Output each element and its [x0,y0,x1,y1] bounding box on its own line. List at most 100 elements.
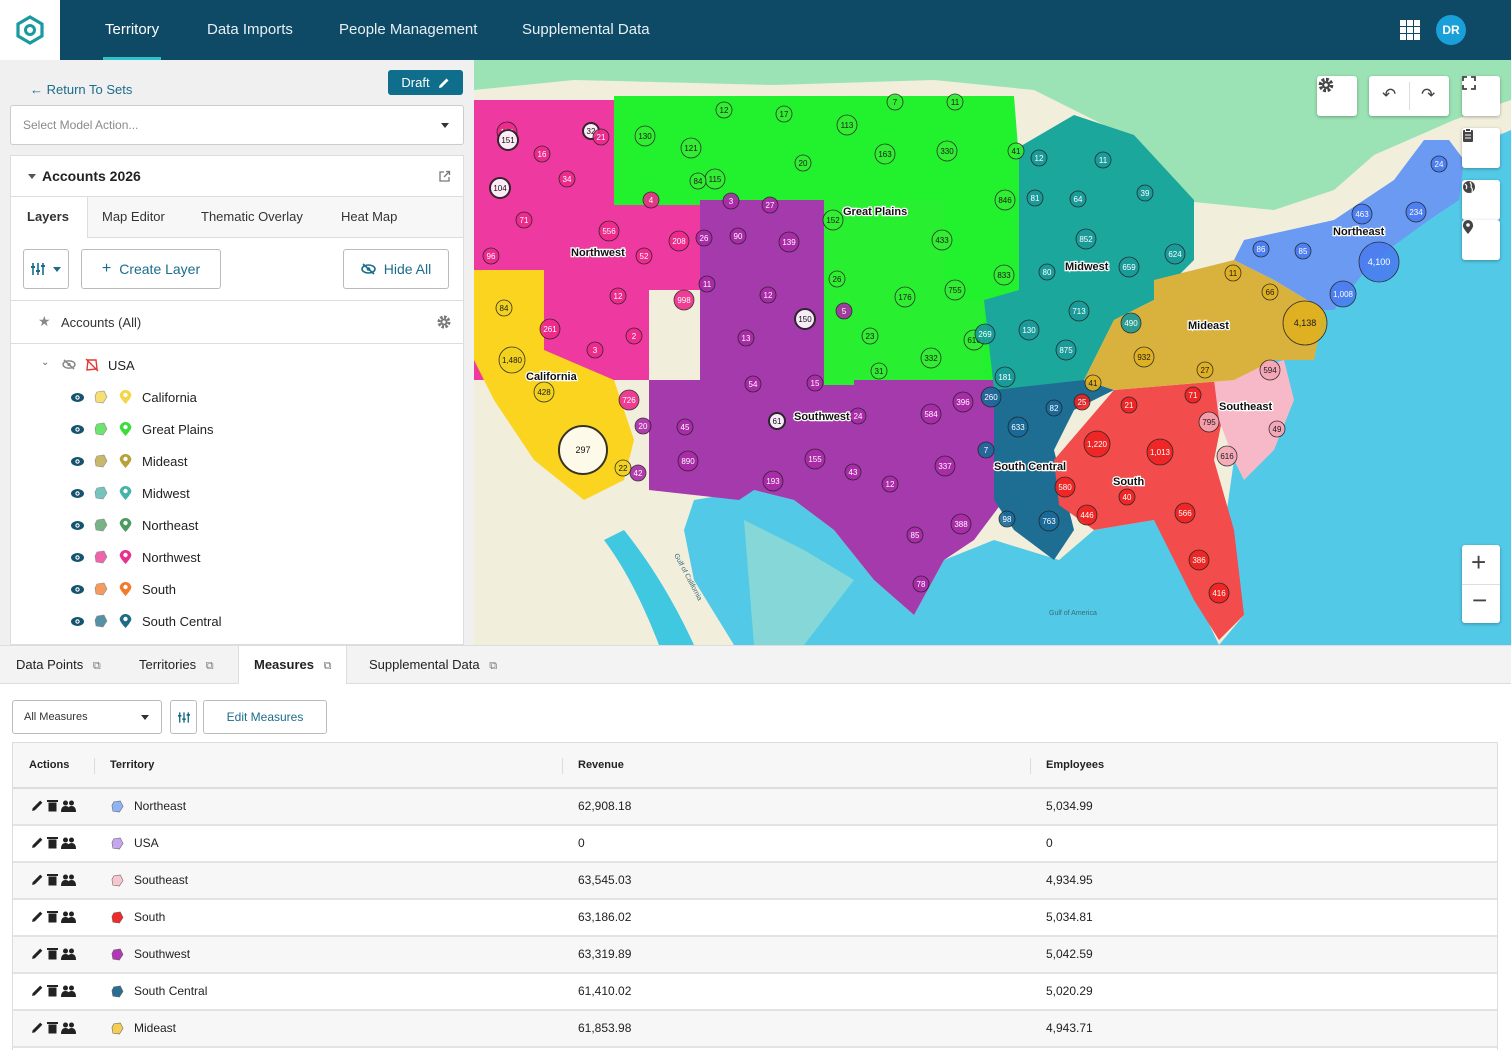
layer-row[interactable]: South [11,573,463,605]
marker-pin-icon[interactable] [119,485,132,501]
table-row[interactable]: Southeast 63,545.03 4,934.95 [13,863,1497,900]
map-marker[interactable]: 3 [722,192,740,210]
trash-icon[interactable] [47,1021,58,1034]
map-marker[interactable]: 20 [634,417,652,435]
people-icon[interactable] [61,948,76,960]
map-marker[interactable]: 386 [1188,549,1210,571]
measures-select[interactable]: All Measures [12,700,162,734]
map-marker[interactable]: 11 [1094,151,1112,169]
map-marker[interactable]: 594 [1259,359,1281,381]
trash-icon[interactable] [47,910,58,923]
map-marker[interactable]: 633 [1007,416,1029,438]
table-row[interactable]: South 63,186.02 5,034.81 [13,900,1497,937]
map-marker[interactable]: 130 [1018,319,1040,341]
map-marker[interactable]: 193 [762,470,784,492]
map-marker[interactable]: 22 [614,459,632,477]
star-icon[interactable]: ★ [38,313,51,329]
tab-territories[interactable]: Territories ⧉ [139,646,214,683]
layer-settings-dropdown[interactable] [23,249,69,289]
map-marker[interactable]: 43 [844,463,862,481]
eye-slash-icon[interactable] [62,359,76,370]
marker-pin-icon[interactable] [119,389,132,405]
map-marker[interactable]: 1,013 [1146,438,1174,466]
map-marker[interactable]: 34 [558,170,576,188]
map-marker[interactable]: 86 [1252,240,1270,258]
map-marker[interactable]: 998 [673,289,695,311]
map-marker[interactable]: 82 [1045,399,1063,417]
map-marker[interactable]: 833 [993,264,1015,286]
tab-map-editor[interactable]: Map Editor [102,209,165,224]
layer-row[interactable]: Midwest [11,477,463,509]
map-marker[interactable]: 45 [676,418,694,436]
map-marker[interactable]: 11 [1224,264,1242,282]
map-marker[interactable]: 139 [778,231,800,253]
map-marker[interactable]: 104 [489,177,511,199]
territory-shape-icon[interactable] [94,390,108,404]
map-marker[interactable]: 433 [931,229,953,251]
nav-people-management[interactable]: People Management [339,21,478,38]
layer-row[interactable]: Northwest [11,541,463,573]
map-marker[interactable]: 624 [1164,243,1186,265]
redo-icon[interactable]: ↷ [1421,85,1436,104]
people-icon[interactable] [61,800,76,812]
eye-icon[interactable] [70,552,85,563]
table-row[interactable]: Southwest 63,319.89 5,042.59 [13,937,1497,974]
app-logo[interactable] [0,0,60,60]
map-marker[interactable]: 152 [822,209,844,231]
map-marker[interactable]: 7 [886,93,904,111]
map-marker[interactable]: 4,138 [1282,300,1328,346]
territory-map[interactable]: 12 17 7 11 130 113 121 163 330 41 20 115 84 152 433 26 1… [474,60,1511,645]
map-marker[interactable]: 713 [1068,300,1090,322]
nav-data-imports[interactable]: Data Imports [207,21,293,38]
map-marker[interactable]: 330 [936,140,958,162]
map-settings-button[interactable] [1317,76,1357,116]
map-marker[interactable]: 875 [1055,339,1077,361]
collapse-caret-icon[interactable] [28,174,36,179]
map-marker[interactable]: 151 [497,129,519,151]
map-marker[interactable]: 42 [629,464,647,482]
column-employees[interactable]: Employees [1046,759,1105,771]
create-layer-button[interactable]: + Create Layer [81,249,221,289]
map-marker[interactable]: 11 [946,93,964,111]
map-marker[interactable]: 852 [1075,228,1097,250]
draft-button[interactable]: Draft [388,70,463,95]
table-row[interactable]: Mideast 61,853.98 4,943.71 [13,1011,1497,1048]
edit-pencil-icon[interactable] [31,836,44,849]
table-row[interactable]: USA 0 0 [13,826,1497,863]
people-icon[interactable] [61,1022,76,1034]
map-marker[interactable]: 85 [1294,242,1312,260]
map-marker[interactable]: 84 [495,299,513,317]
map-marker[interactable]: 616 [1216,445,1238,467]
map-marker[interactable]: 71 [1184,386,1202,404]
tab-layers[interactable]: Layers [27,209,69,224]
map-marker[interactable]: 25 [1073,393,1091,411]
map-marker[interactable]: 208 [668,230,690,252]
map-marker[interactable]: 163 [874,143,896,165]
map-marker[interactable]: 113 [836,114,858,136]
nav-territory[interactable]: Territory [102,0,162,60]
table-row[interactable]: South Central 61,410.02 5,020.29 [13,974,1497,1011]
hide-all-button[interactable]: Hide All [343,249,449,289]
accounts-row[interactable]: ★ Accounts (All) [11,301,463,344]
map-marker[interactable]: 463 [1351,203,1373,225]
map-marker[interactable]: 15 [806,374,824,392]
undo-icon[interactable]: ↶ [1382,85,1397,104]
trash-icon[interactable] [47,873,58,886]
edit-pencil-icon[interactable] [31,984,44,997]
edit-pencil-icon[interactable] [31,910,44,923]
territory-shape-icon[interactable] [94,422,108,436]
map-marker[interactable]: 26 [695,229,713,247]
map-marker[interactable]: 80 [1038,263,1056,281]
map-marker[interactable]: 446 [1076,504,1098,526]
map-marker[interactable]: 23 [861,327,879,345]
marker-pin-icon[interactable] [119,581,132,597]
map-marker[interactable]: 61 [768,412,786,430]
column-territory[interactable]: Territory [110,759,155,771]
map-marker[interactable]: 5 [835,302,853,320]
map-marker[interactable]: 49 [1268,420,1286,438]
map-marker[interactable]: 54 [744,375,762,393]
layer-row[interactable]: Mideast [11,445,463,477]
map-marker[interactable]: 260 [980,386,1002,408]
edit-measures-button[interactable]: Edit Measures [203,700,327,734]
map-marker[interactable]: 27 [1196,361,1214,379]
